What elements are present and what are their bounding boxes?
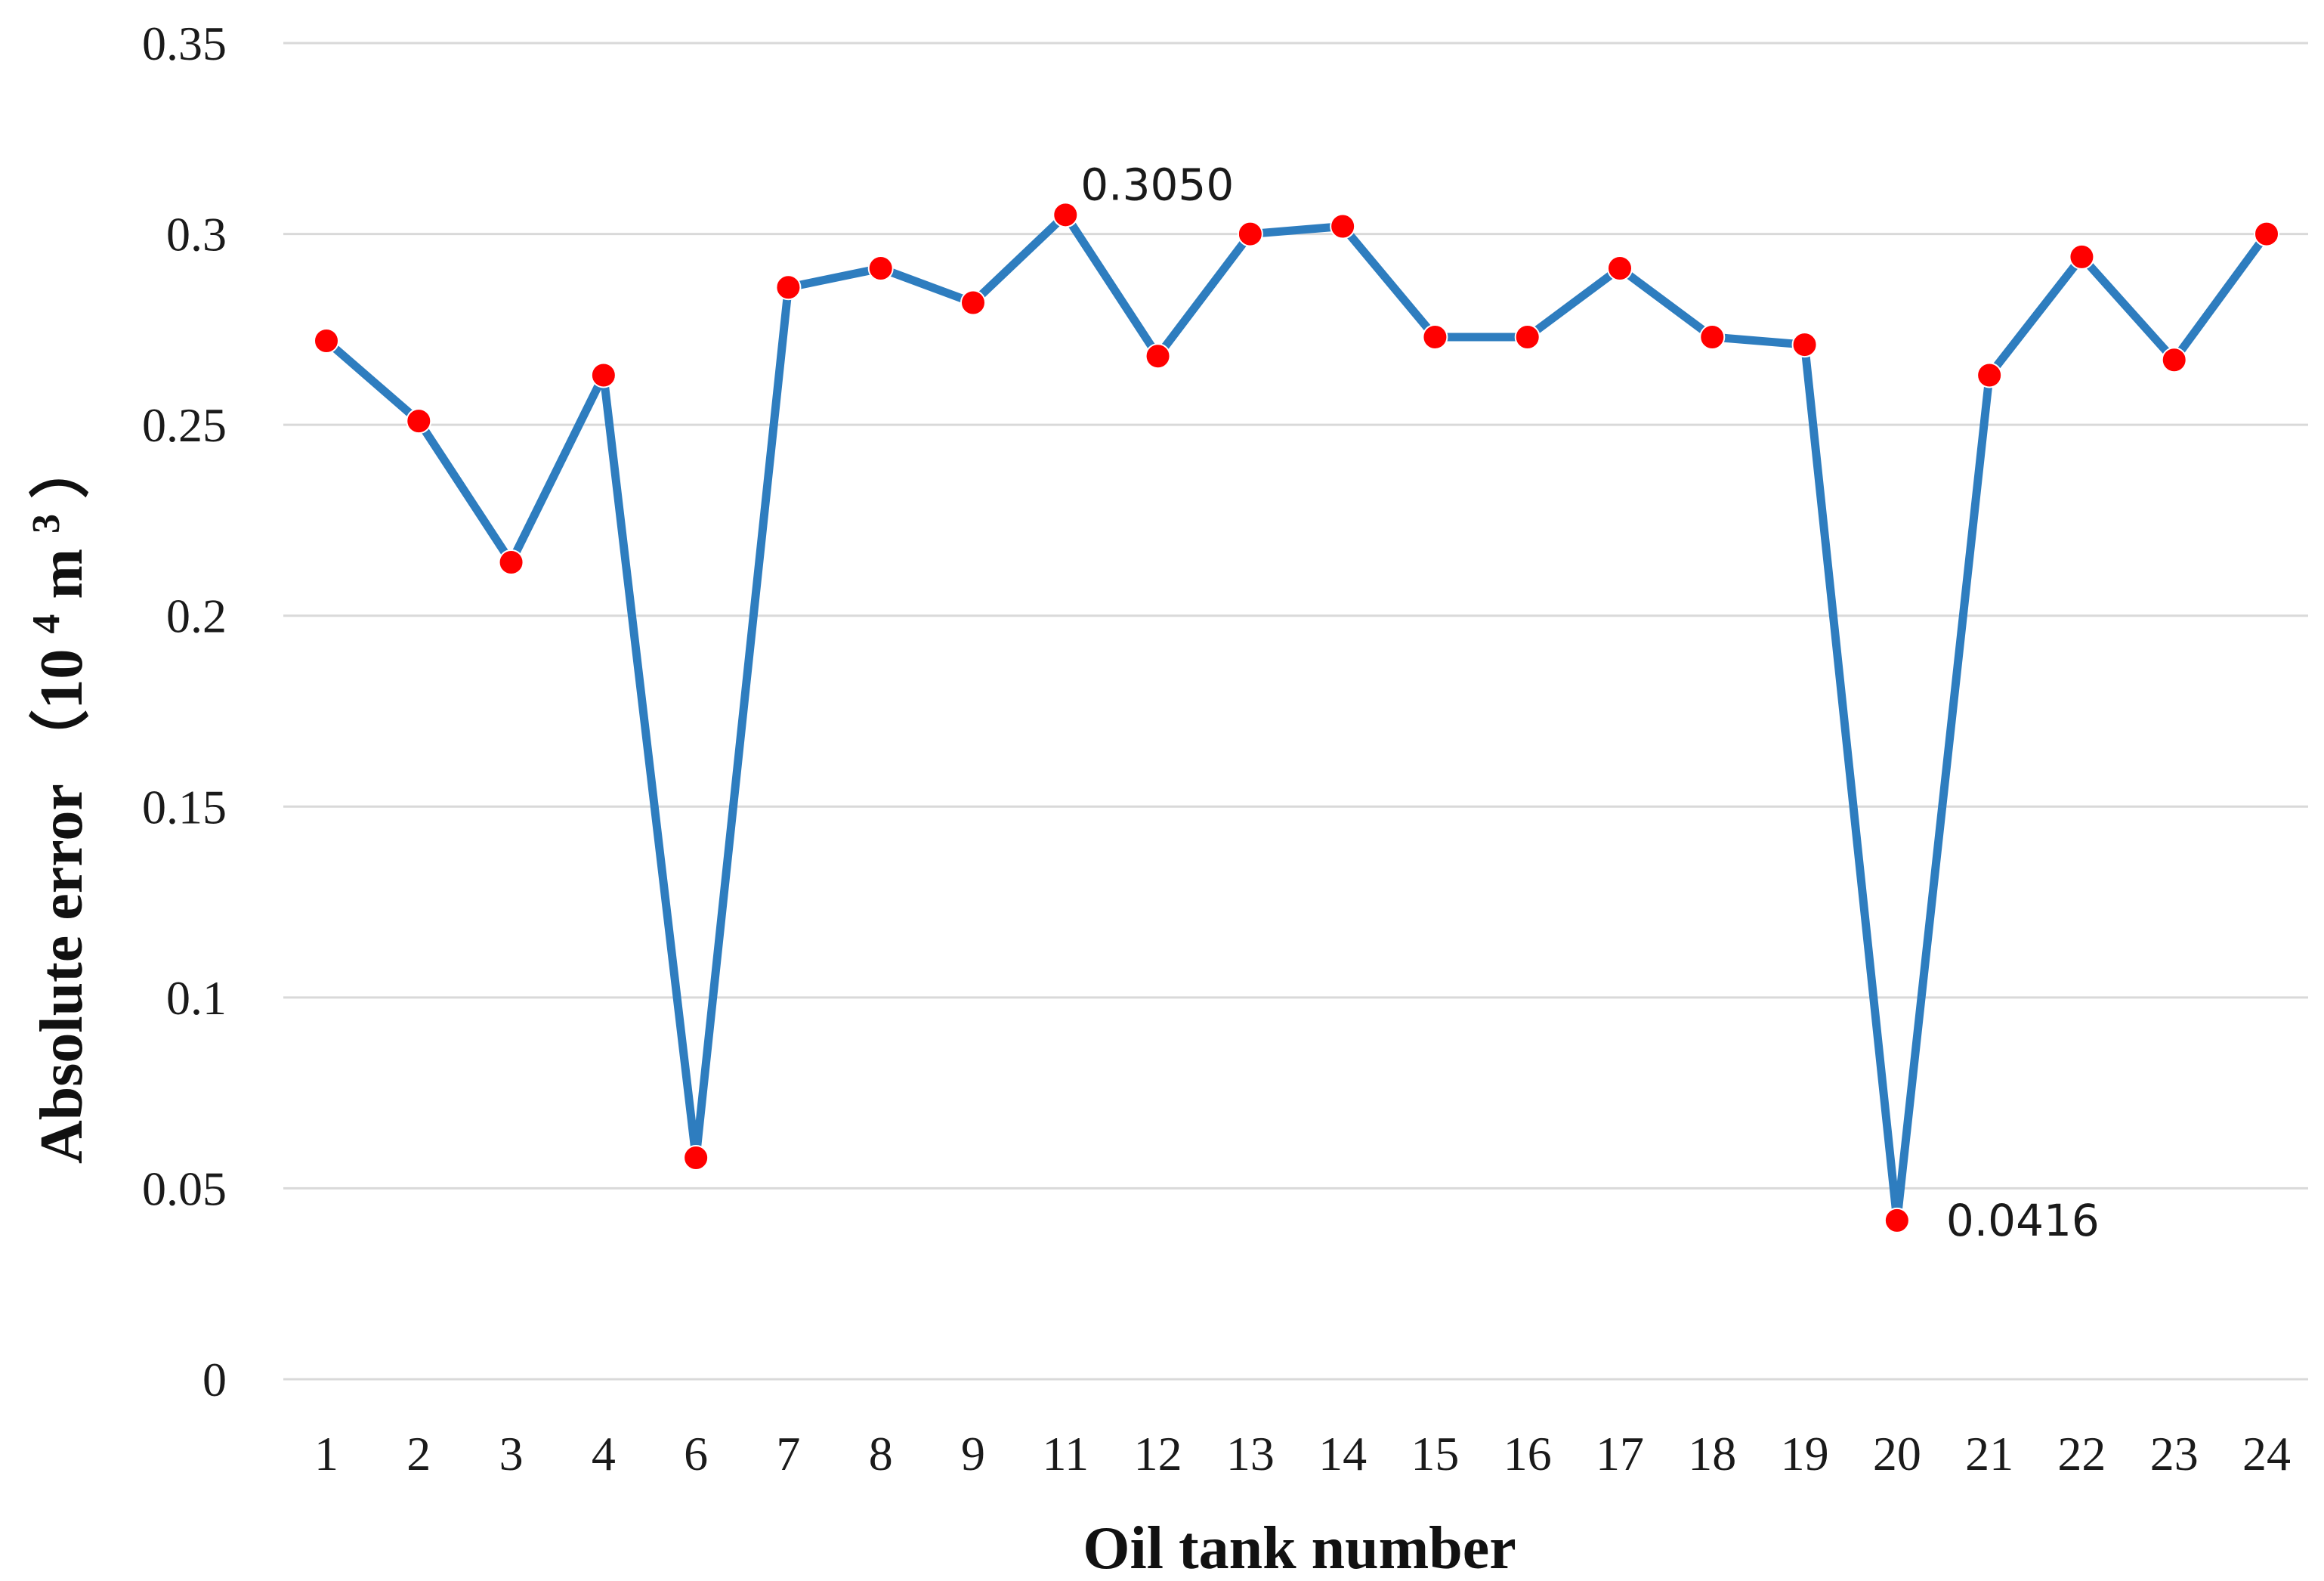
data-point <box>1699 323 1726 350</box>
x-tick-label: 16 <box>1503 1427 1552 1480</box>
data-point <box>1607 255 1633 282</box>
data-point <box>1145 343 1171 370</box>
data-point <box>1052 202 1079 228</box>
y-axis-title-unit: （10 <box>29 649 95 770</box>
x-axis-ticks: 1 2 3 4 6 7 8 9 11 12 13 14 15 16 17 18 19 20 21 22 23 24 <box>314 1427 2291 1480</box>
data-point <box>867 255 894 282</box>
x-tick-label: 8 <box>869 1427 893 1480</box>
x-tick-label: 11 <box>1042 1427 1089 1480</box>
x-tick-label: 14 <box>1318 1427 1367 1480</box>
y-tick-label: 0.3 <box>166 208 227 261</box>
data-point <box>775 274 802 301</box>
y-tick-label: 0.25 <box>142 398 227 452</box>
data-point <box>406 408 432 435</box>
x-tick-label: 12 <box>1134 1427 1182 1480</box>
data-point <box>1791 332 1818 358</box>
y-axis-title-unit2: m <box>29 549 95 599</box>
x-tick-label: 22 <box>2057 1427 2106 1480</box>
x-tick-label: 1 <box>314 1427 338 1480</box>
x-tick-label: 4 <box>592 1427 616 1480</box>
y-tick-label: 0.15 <box>142 780 227 834</box>
x-tick-label: 19 <box>1781 1427 1829 1480</box>
x-tick-label: 18 <box>1688 1427 1736 1480</box>
data-point <box>2161 347 2187 373</box>
x-tick-label: 13 <box>1226 1427 1275 1480</box>
x-tick-label: 15 <box>1411 1427 1459 1480</box>
data-point <box>1237 221 1263 247</box>
y-tick-label: 0.1 <box>166 971 227 1025</box>
data-point <box>683 1145 709 1171</box>
data-point <box>1422 323 1448 350</box>
data-label: 0.0416 <box>1946 1195 2100 1246</box>
data-point <box>590 362 617 388</box>
data-point <box>960 289 986 316</box>
x-tick-label: 2 <box>406 1427 431 1480</box>
series-polyline <box>322 210 2271 1225</box>
series-line <box>322 210 2271 1225</box>
y-tick-label: 0.2 <box>166 589 227 643</box>
annotations: 0.3050 0.0416 <box>1080 159 2100 1246</box>
y-axis-title-main: Absolute error <box>29 785 95 1164</box>
data-label: 0.3050 <box>1080 159 1234 210</box>
data-point <box>2069 243 2095 270</box>
data-point <box>498 549 524 575</box>
data-point <box>1514 323 1541 350</box>
data-point <box>1976 362 2003 388</box>
data-point <box>1884 1207 1910 1233</box>
x-tick-label: 20 <box>1873 1427 1921 1480</box>
data-point <box>314 328 339 354</box>
x-tick-label: 6 <box>684 1427 708 1480</box>
y-tick-label: 0.05 <box>142 1162 227 1215</box>
data-point <box>2254 221 2279 247</box>
x-tick-label: 23 <box>2150 1427 2199 1480</box>
x-tick-label: 21 <box>1965 1427 2013 1480</box>
y-axis-title-exp1: 4 <box>25 614 68 634</box>
y-axis-title-exp2: 3 <box>25 514 68 534</box>
y-tick-label: 0 <box>202 1353 227 1406</box>
x-tick-label: 9 <box>961 1427 985 1480</box>
y-axis-ticks: 0 0.05 0.1 0.15 0.2 0.25 0.3 0.35 <box>142 17 227 1406</box>
y-tick-label: 0.35 <box>142 17 227 70</box>
x-tick-label: 17 <box>1596 1427 1644 1480</box>
y-axis-title: Absolute error （10 4 m 3 ） <box>6 438 95 1164</box>
x-tick-label: 24 <box>2242 1427 2291 1480</box>
x-tick-label: 7 <box>776 1427 800 1480</box>
gridlines <box>283 42 2308 1381</box>
x-tick-label: 3 <box>499 1427 524 1480</box>
x-axis-title: Oil tank number <box>1083 1515 1516 1581</box>
series-markers <box>314 202 2279 1233</box>
y-axis-title-close: ） <box>29 438 95 499</box>
data-point <box>1330 213 1356 240</box>
